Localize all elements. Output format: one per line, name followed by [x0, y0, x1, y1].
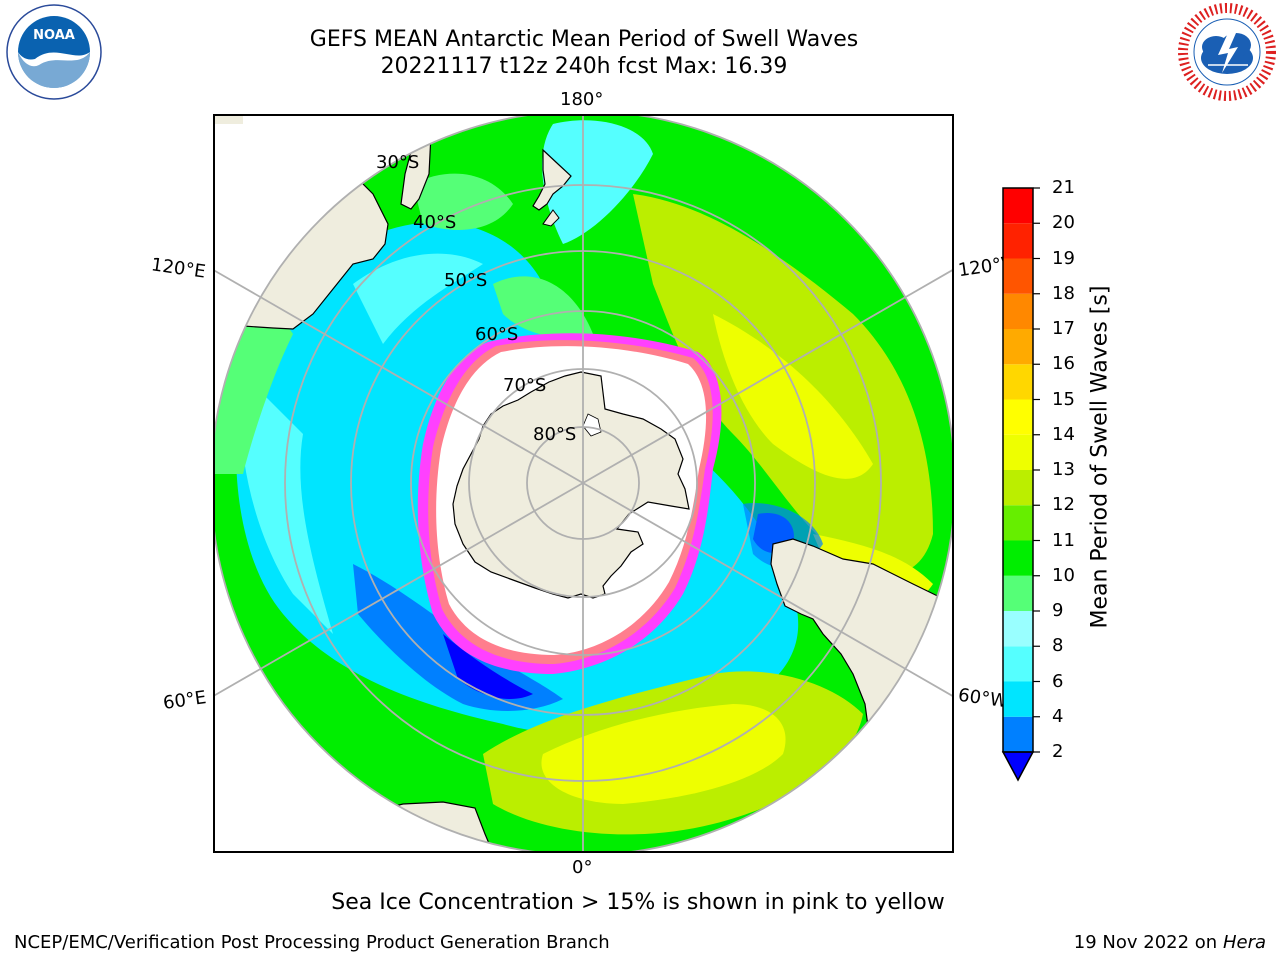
colorbar-tick-label: 2 [1052, 741, 1064, 762]
lat-label-50: 50°S [444, 270, 488, 291]
map-subtitle: 20221117 t12z 240h fcst Max: 16.39 [380, 54, 788, 79]
colorbar-bin [1003, 681, 1033, 717]
colorbar-tick-label: 17 [1052, 318, 1075, 339]
nws-logo [1178, 3, 1276, 101]
lat-label-40: 40°S [413, 212, 457, 233]
lon-label-upper-left: 120°E [149, 254, 207, 283]
colorbar-tick-label: 12 [1052, 494, 1075, 516]
run-date-text: 19 Nov 2022 on [1073, 932, 1218, 953]
colorbar-tick-label: 8 [1052, 635, 1064, 657]
colorbar-tick-label: 18 [1052, 282, 1075, 304]
map-frame [213, 114, 954, 853]
lon-label-bottom: 0° [572, 857, 593, 878]
colorbar-tick-label: 21 [1052, 177, 1075, 198]
colorbar-tick-label: 6 [1052, 670, 1064, 692]
lon-label-top: 180° [560, 89, 604, 110]
colorbar-bin [1003, 399, 1033, 435]
lat-label-30: 30°S [376, 152, 420, 173]
colorbar-bin [1003, 223, 1033, 259]
sea-ice-note: Sea Ice Concentration > 15% is shown in … [331, 890, 945, 915]
colorbar-bin [1003, 188, 1033, 224]
colorbar-tick-label: 13 [1052, 459, 1075, 480]
colorbar-tick-label: 20 [1052, 212, 1075, 234]
colorbar-tick-label: 19 [1052, 247, 1075, 269]
credit-line: NCEP/EMC/Verification Post Processing Pr… [14, 932, 610, 953]
colorbar-bin [1003, 716, 1033, 752]
lat-label-70: 70°S [503, 375, 547, 396]
run-host: Hera [1222, 932, 1266, 953]
colorbar-bin [1003, 364, 1033, 400]
colorbar-tick-label: 9 [1052, 600, 1064, 621]
run-date: 19 Nov 2022 on Hera [1074, 932, 1266, 953]
colorbar-tick-label: 11 [1052, 529, 1075, 551]
colorbar-tick-label: 14 [1052, 423, 1075, 445]
colorbar-bin [1003, 646, 1033, 682]
lat-label-60: 60°S [475, 324, 519, 345]
colorbar-bin [1003, 611, 1033, 647]
colorbar-extend-min [1001, 751, 1035, 782]
colorbar-tick-label: 10 [1052, 564, 1075, 586]
new-zealand-land [532, 148, 572, 211]
colorbar-tick-label: 15 [1052, 388, 1075, 410]
polar-map [213, 114, 954, 853]
colorbar-tick-label: 16 [1052, 353, 1075, 375]
lon-label-lower-left: 60°E [161, 687, 208, 714]
map-title: GEFS MEAN Antarctic Mean Period of Swell… [309, 27, 859, 52]
noaa-logo: NOAA [6, 4, 102, 100]
colorbar-bin [1003, 540, 1033, 576]
colorbar-bin [1003, 575, 1033, 611]
colorbar-tick-label: 4 [1052, 705, 1064, 727]
colorbar [1001, 187, 1040, 782]
colorbar-bin [1003, 293, 1033, 329]
graticule [213, 114, 954, 853]
colorbar-bin [1003, 505, 1033, 541]
lat-label-80: 80°S [533, 424, 577, 445]
colorbar-bin [1003, 258, 1033, 294]
noaa-logo-text: NOAA [33, 28, 75, 43]
colorbar-label: Mean Period of Swell Waves [s] [1087, 285, 1113, 629]
colorbar-bin [1003, 329, 1033, 365]
colorbar-bin [1003, 470, 1033, 506]
colorbar-bin [1003, 434, 1033, 470]
